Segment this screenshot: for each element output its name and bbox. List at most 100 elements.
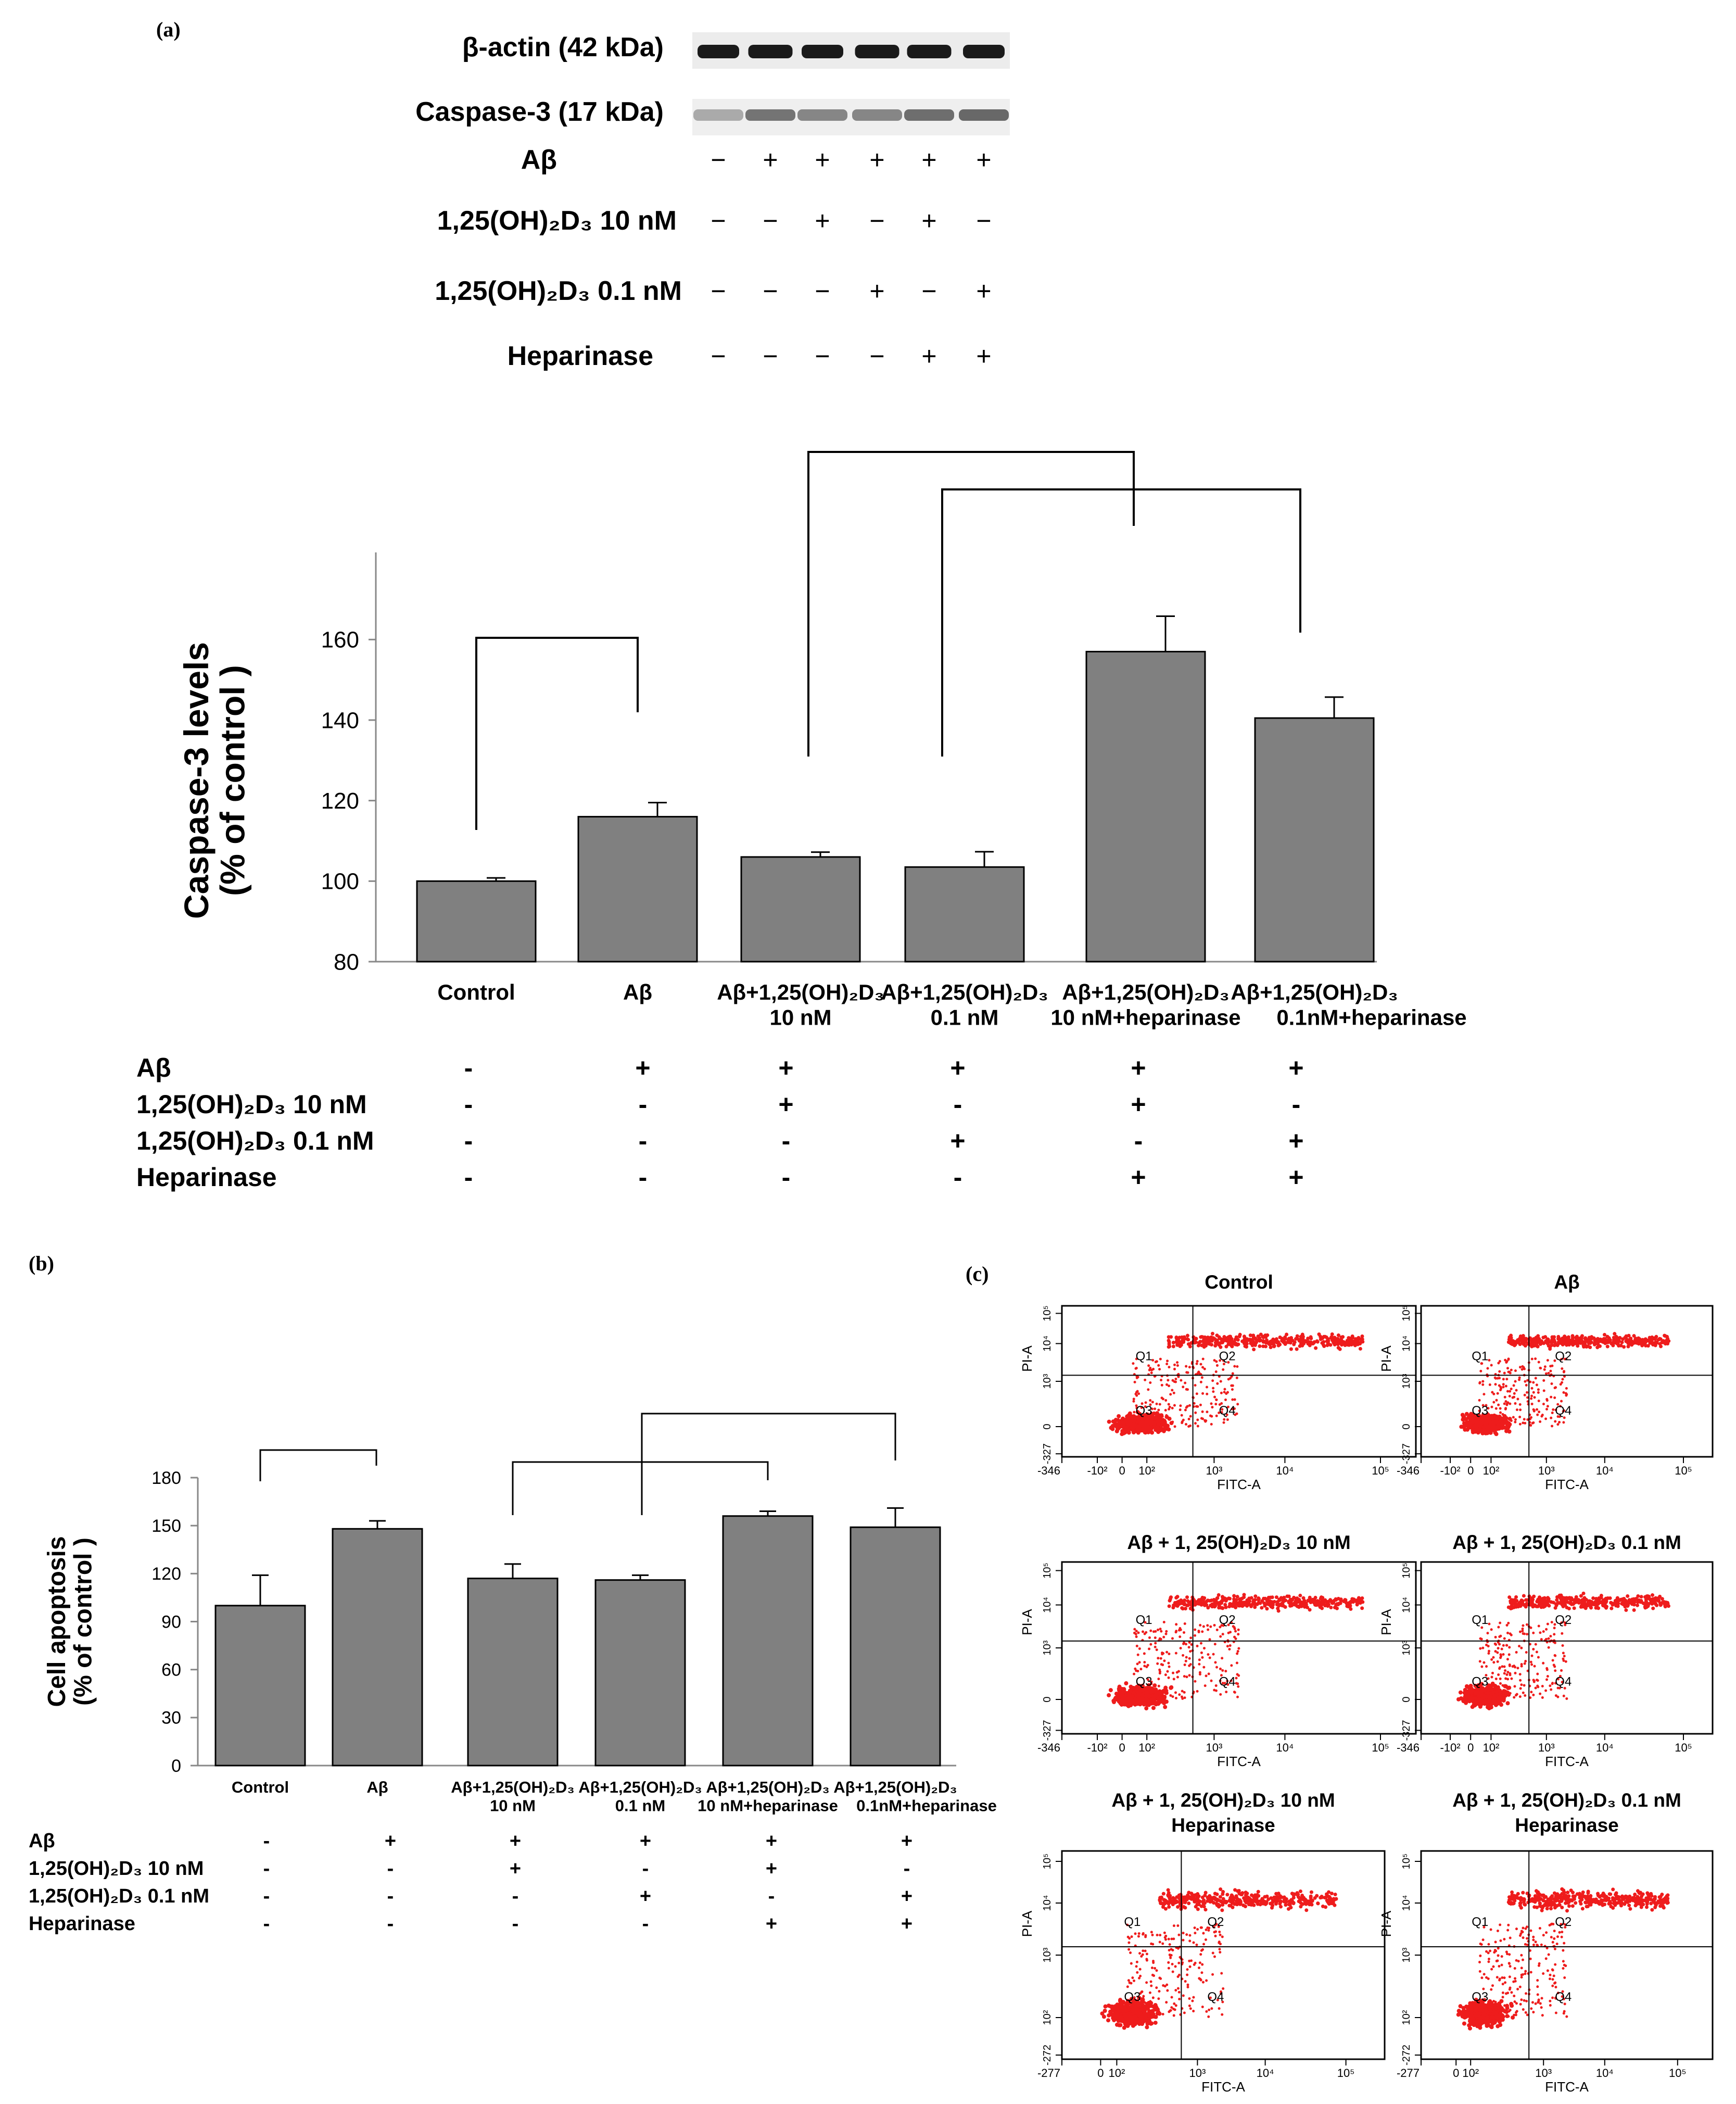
flow-dot <box>1347 1605 1350 1608</box>
flow-dot <box>1267 1596 1271 1599</box>
flow-dot <box>1216 1382 1219 1385</box>
flow-plot-title: Control <box>1205 1271 1273 1293</box>
flow-dot <box>1492 1393 1495 1395</box>
condition-sign: + <box>1131 1053 1146 1082</box>
condition-row-label: Aβ <box>29 1830 55 1852</box>
blot-condition-label: Heparinase <box>508 341 653 371</box>
flow-dot <box>1548 1372 1550 1375</box>
flow-dot <box>1300 1605 1303 1608</box>
flow-dot <box>1319 1335 1322 1339</box>
flow-dot <box>1137 1392 1140 1395</box>
flow-dot <box>1525 1651 1528 1654</box>
flow-dot <box>1234 1606 1237 1609</box>
flow-dot <box>1135 1633 1137 1635</box>
flow-dot <box>1237 1674 1240 1677</box>
flow-dot <box>1202 1338 1206 1341</box>
flow-dot <box>1636 1594 1640 1598</box>
flow-dot <box>1212 1387 1214 1390</box>
condition-sign: - <box>387 1858 394 1880</box>
flow-dot <box>1548 1345 1552 1349</box>
flow-dot <box>1459 1691 1463 1695</box>
flow-y-tick-label: 10⁴ <box>1401 1336 1412 1352</box>
flow-dot <box>1500 1387 1502 1390</box>
flow-dot <box>1157 1678 1160 1680</box>
flow-dot <box>1553 1627 1556 1629</box>
flow-dot <box>1497 1626 1500 1629</box>
flow-dot <box>1225 1691 1227 1693</box>
condition-row-label: Heparinase <box>29 1913 135 1935</box>
flow-dot <box>1666 1337 1669 1341</box>
flow-dot <box>1147 1364 1150 1367</box>
flow-dot <box>1633 1338 1637 1341</box>
flow-dot <box>1223 1421 1225 1424</box>
flow-dot <box>1160 1699 1164 1704</box>
quadrant-label: Q1 <box>1136 1349 1152 1363</box>
y-axis-label-line-2: (% of control ) <box>213 665 251 896</box>
flow-dot <box>1515 1651 1518 1654</box>
flow-dot <box>1608 1596 1612 1600</box>
flow-dot <box>1352 1598 1355 1602</box>
flow-dot <box>1330 1332 1334 1336</box>
flow-dot <box>1145 1631 1147 1634</box>
flow-dot <box>1507 1370 1510 1373</box>
flow-y-tick-label: 10⁵ <box>1401 1563 1412 1579</box>
flow-dot <box>1219 1345 1222 1349</box>
flow-dot <box>1215 1596 1219 1600</box>
bar <box>741 857 860 962</box>
flow-dot <box>1226 1418 1229 1421</box>
flow-dot <box>1558 1421 1561 1423</box>
flow-dot <box>1499 1622 1501 1624</box>
flow-dot <box>1522 1594 1526 1597</box>
flow-dot <box>1134 1424 1136 1427</box>
flow-dot <box>1121 1425 1125 1429</box>
flow-dot <box>1175 1336 1179 1339</box>
panel-a-label: (a) <box>156 18 181 41</box>
flow-dot <box>1236 1661 1238 1664</box>
condition-sign: - <box>464 1053 473 1082</box>
flow-dot <box>1314 1346 1317 1350</box>
flow-dot <box>1206 1386 1208 1389</box>
flow-dot <box>1587 1599 1590 1603</box>
blot-sign: + <box>763 145 778 174</box>
flow-dot <box>1148 1636 1151 1639</box>
flow-dot <box>1125 1696 1130 1700</box>
flow-dot <box>1499 1694 1501 1696</box>
x-category-label-line-1: Aβ+1,25(OH)₂D₃ <box>1062 980 1230 1004</box>
flow-dot <box>1522 1624 1524 1627</box>
flow-dot <box>1219 1693 1222 1696</box>
flow-x-tick-label: -10² <box>1087 1464 1107 1477</box>
bar <box>333 1529 422 1766</box>
flow-dot <box>1545 1408 1548 1410</box>
flow-dot <box>1606 1345 1610 1349</box>
flow-dot <box>1482 1428 1486 1432</box>
band-caspase3-lane-5 <box>904 109 954 121</box>
flow-dot <box>1206 1393 1208 1395</box>
flow-x-tick-label: -10² <box>1087 1741 1107 1754</box>
flow-dot <box>1167 1335 1171 1339</box>
flow-dot <box>1171 1637 1174 1640</box>
flow-dot <box>1567 1336 1570 1339</box>
flow-dot <box>1583 1336 1587 1340</box>
flow-dot <box>1184 1382 1186 1384</box>
flow-dot <box>1118 1425 1122 1429</box>
band-beta-actin-lane-2 <box>749 45 793 58</box>
flow-dot <box>1176 1361 1179 1364</box>
flow-dot <box>1562 1391 1565 1394</box>
blot-sign: − <box>711 342 726 371</box>
flow-y-axis-label: PI-A <box>1378 1609 1394 1635</box>
flow-dot <box>1509 1632 1512 1635</box>
flow-dot <box>1539 1367 1541 1369</box>
flow-dot <box>1565 1660 1567 1663</box>
x-category-label-line-1: Aβ <box>366 1778 388 1796</box>
quadrant-label: Q1 <box>1472 1613 1488 1627</box>
flow-dot <box>1514 1421 1516 1423</box>
band-caspase3-lane-6 <box>959 109 1009 121</box>
flow-dot <box>1197 1344 1200 1347</box>
flow-dot <box>1215 1341 1219 1344</box>
flow-x-tick-label: -346 <box>1397 1741 1420 1754</box>
flow-dot <box>1649 1597 1652 1601</box>
flow-dot <box>1194 1422 1197 1425</box>
